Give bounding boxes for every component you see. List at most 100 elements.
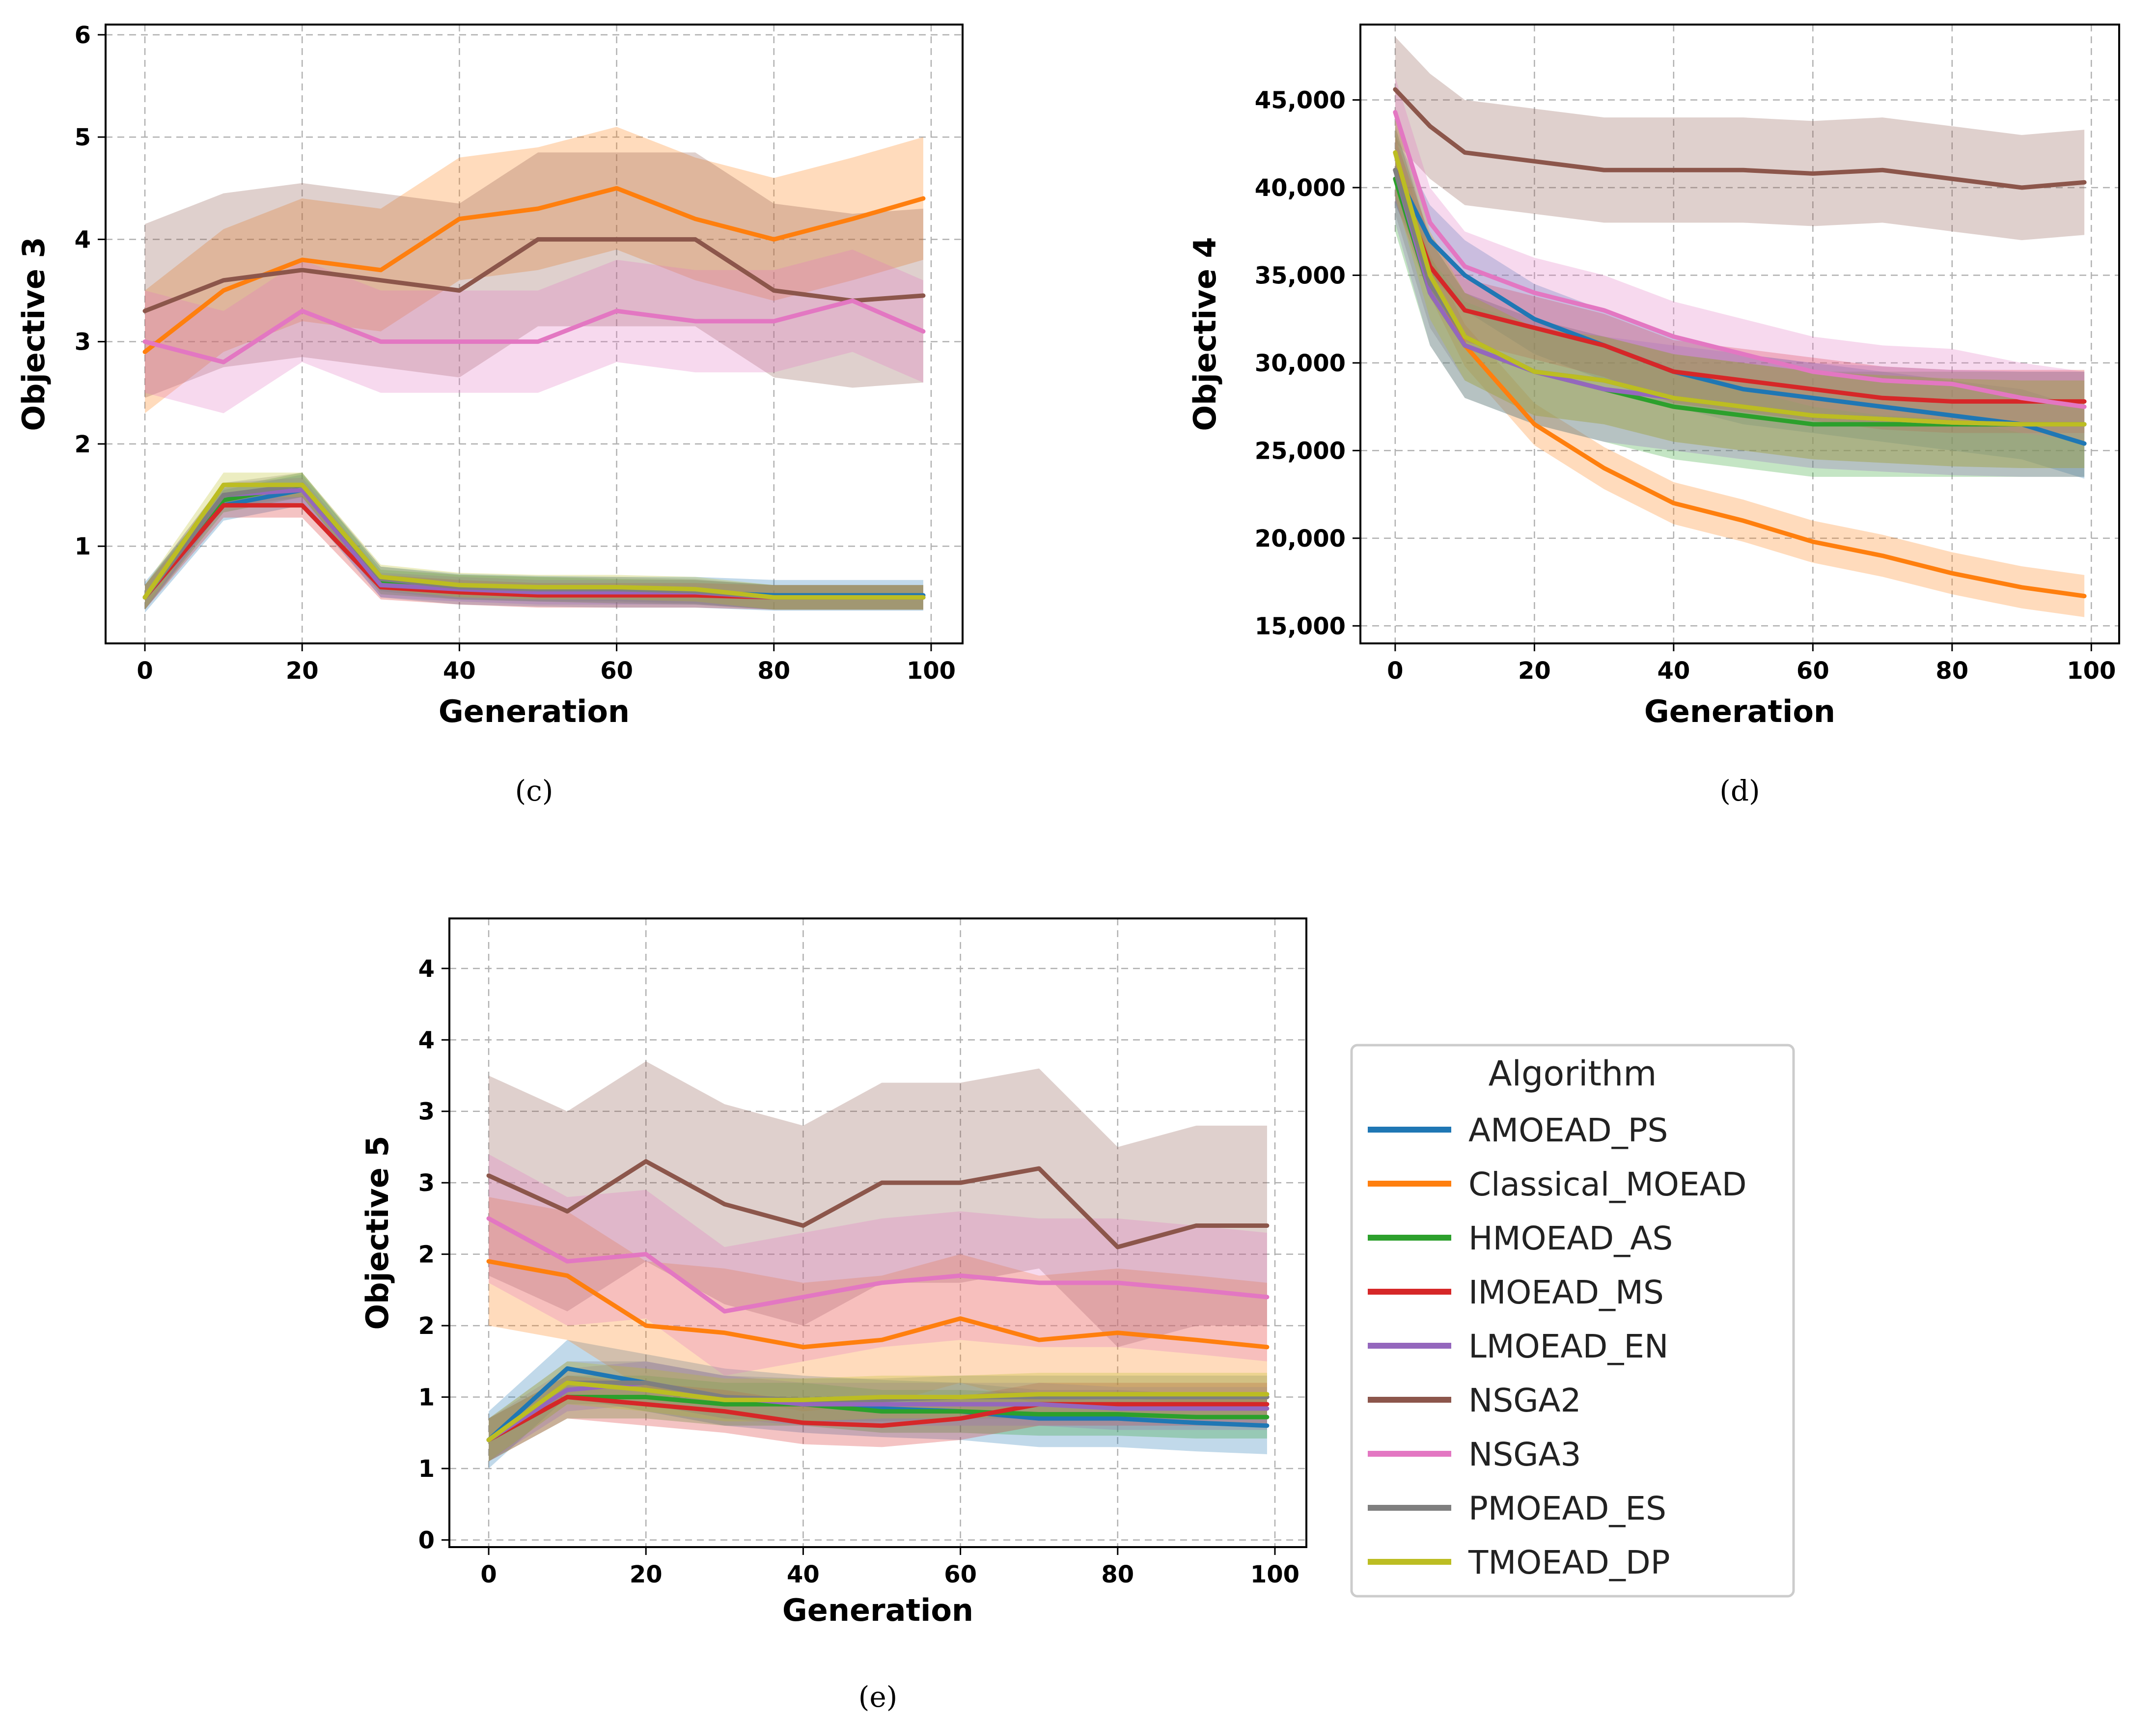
legend-label: TMOEAD_DP (1468, 1544, 1670, 1581)
legend-label: AMOEAD_PS (1468, 1111, 1668, 1149)
panel-d-caption: (d) (1719, 774, 1760, 807)
legend-label: NSGA2 (1468, 1382, 1581, 1419)
panel-c-ticks: 0 20 40 60 80 100 1 2 3 4 5 6 (75, 22, 956, 685)
series-band (489, 1061, 1267, 1347)
y-tick-label: 4 (418, 955, 435, 983)
x-tick-label: 100 (2067, 657, 2116, 685)
legend-label: NSGA3 (1468, 1436, 1581, 1473)
series-band (1395, 126, 2085, 477)
y-tick-label: 1 (418, 1455, 435, 1483)
panel-e-ylabel: Objective 5 (359, 1136, 395, 1330)
chart-panel-c: 0 20 40 60 80 100 1 2 3 4 5 6 Generation Objective … (16, 22, 964, 807)
legend-label: PMOEAD_ES (1468, 1490, 1666, 1527)
y-tick-label: 45,000 (1255, 86, 1346, 114)
x-tick-label: 60 (600, 657, 633, 685)
x-tick-label: 60 (1797, 657, 1829, 685)
y-tick-label: 4 (418, 1026, 435, 1054)
chart-panel-d: 0 20 40 60 80 100 15,000 20,000 25,000 30,000 35,0… (1187, 24, 2120, 807)
series-line (142, 298, 926, 364)
series-line (1393, 87, 2087, 190)
series-line (486, 1380, 1270, 1442)
y-tick-label: 25,000 (1255, 437, 1346, 465)
series-line (486, 1259, 1270, 1350)
x-tick-label: 20 (1518, 657, 1551, 685)
series-line (1393, 150, 2087, 427)
series-line (142, 186, 926, 354)
panel-c-xlabel: Generation (439, 693, 630, 729)
panel-c-bands (145, 127, 923, 613)
x-tick-label: 100 (907, 657, 956, 685)
series-line (1393, 110, 2087, 409)
legend-label: LMOEAD_EN (1468, 1328, 1668, 1365)
y-tick-label: 20,000 (1255, 525, 1346, 553)
y-tick-label: 1 (75, 533, 91, 560)
y-tick-label: 2 (418, 1241, 435, 1269)
panel-e-frame (448, 917, 1307, 1548)
y-tick-label: 3 (418, 1169, 435, 1197)
series-band (1395, 135, 2085, 479)
series-line (486, 1380, 1270, 1442)
y-tick-label: 0 (418, 1526, 435, 1554)
x-tick-label: 0 (1387, 657, 1403, 685)
y-tick-label: 1 (418, 1384, 435, 1412)
x-tick-label: 0 (480, 1561, 497, 1588)
series-line (486, 1216, 1270, 1314)
panel-d-lines (1393, 87, 2087, 599)
y-tick-label: 3 (418, 1098, 435, 1126)
series-band (145, 152, 923, 398)
series-band (1395, 117, 2085, 477)
panel-e-lines (486, 1159, 1270, 1442)
x-tick-label: 20 (630, 1561, 663, 1588)
legend: Algorithm AMOEAD_PS Classical_MOEAD HMOEAD… (1350, 1044, 1795, 1598)
panel-e-xlabel: Generation (782, 1592, 973, 1628)
y-tick-label: 4 (75, 226, 91, 253)
panel-e-ticks: 0 20 40 60 80 100 0 1 1 2 2 3 3 4 4 (418, 955, 1299, 1588)
panel-c-caption: (c) (515, 774, 553, 807)
series-line (486, 1380, 1270, 1442)
x-tick-label: 0 (137, 657, 153, 685)
series-band (145, 127, 923, 414)
y-tick-label: 5 (75, 124, 91, 151)
series-line (1393, 167, 2087, 446)
series-band (145, 250, 923, 414)
series-line (486, 1159, 1270, 1249)
panel-e-caption: (e) (858, 1680, 898, 1714)
panel-d-frame (1359, 24, 2120, 644)
x-tick-label: 40 (1657, 657, 1690, 685)
chart-panel-e: 0 20 40 60 80 100 0 1 1 2 2 3 3 4 4 Generation Objecti… (359, 917, 1307, 1714)
x-tick-label: 100 (1250, 1561, 1299, 1588)
y-tick-label: 35,000 (1255, 262, 1346, 289)
x-tick-label: 40 (443, 657, 476, 685)
y-tick-label: 40,000 (1255, 174, 1346, 202)
x-tick-label: 60 (944, 1561, 977, 1588)
y-tick-label: 15,000 (1255, 612, 1346, 640)
panel-d-grid (1360, 25, 2119, 643)
panel-d-ylabel: Objective 4 (1187, 237, 1223, 431)
series-band (1395, 139, 2085, 433)
x-tick-label: 80 (1935, 657, 1968, 685)
panel-d-bands (1395, 36, 2085, 617)
series-band (1395, 77, 2085, 442)
y-tick-label: 2 (418, 1312, 435, 1340)
series-line (142, 237, 926, 313)
x-tick-label: 80 (757, 657, 790, 685)
y-tick-label: 6 (75, 22, 91, 49)
panel-d-ticks: 0 20 40 60 80 100 15,000 20,000 25,000 30,000 35,0… (1255, 86, 2116, 685)
legend-label: HMOEAD_AS (1468, 1220, 1673, 1257)
series-line (486, 1395, 1270, 1442)
series-line (486, 1366, 1270, 1442)
legend-title: Algorithm (1489, 1054, 1657, 1094)
series-line (486, 1395, 1270, 1442)
panel-c-ylabel: Objective 3 (16, 237, 52, 431)
series-line (1393, 167, 2087, 404)
y-tick-label: 30,000 (1255, 350, 1346, 377)
series-band (1395, 36, 2085, 241)
series-band (489, 1154, 1267, 1376)
x-tick-label: 40 (787, 1561, 820, 1588)
y-tick-label: 3 (75, 329, 91, 356)
series-line (142, 482, 926, 600)
legend-box (1350, 1044, 1795, 1598)
x-tick-label: 20 (286, 657, 319, 685)
panel-c-frame (105, 24, 964, 644)
